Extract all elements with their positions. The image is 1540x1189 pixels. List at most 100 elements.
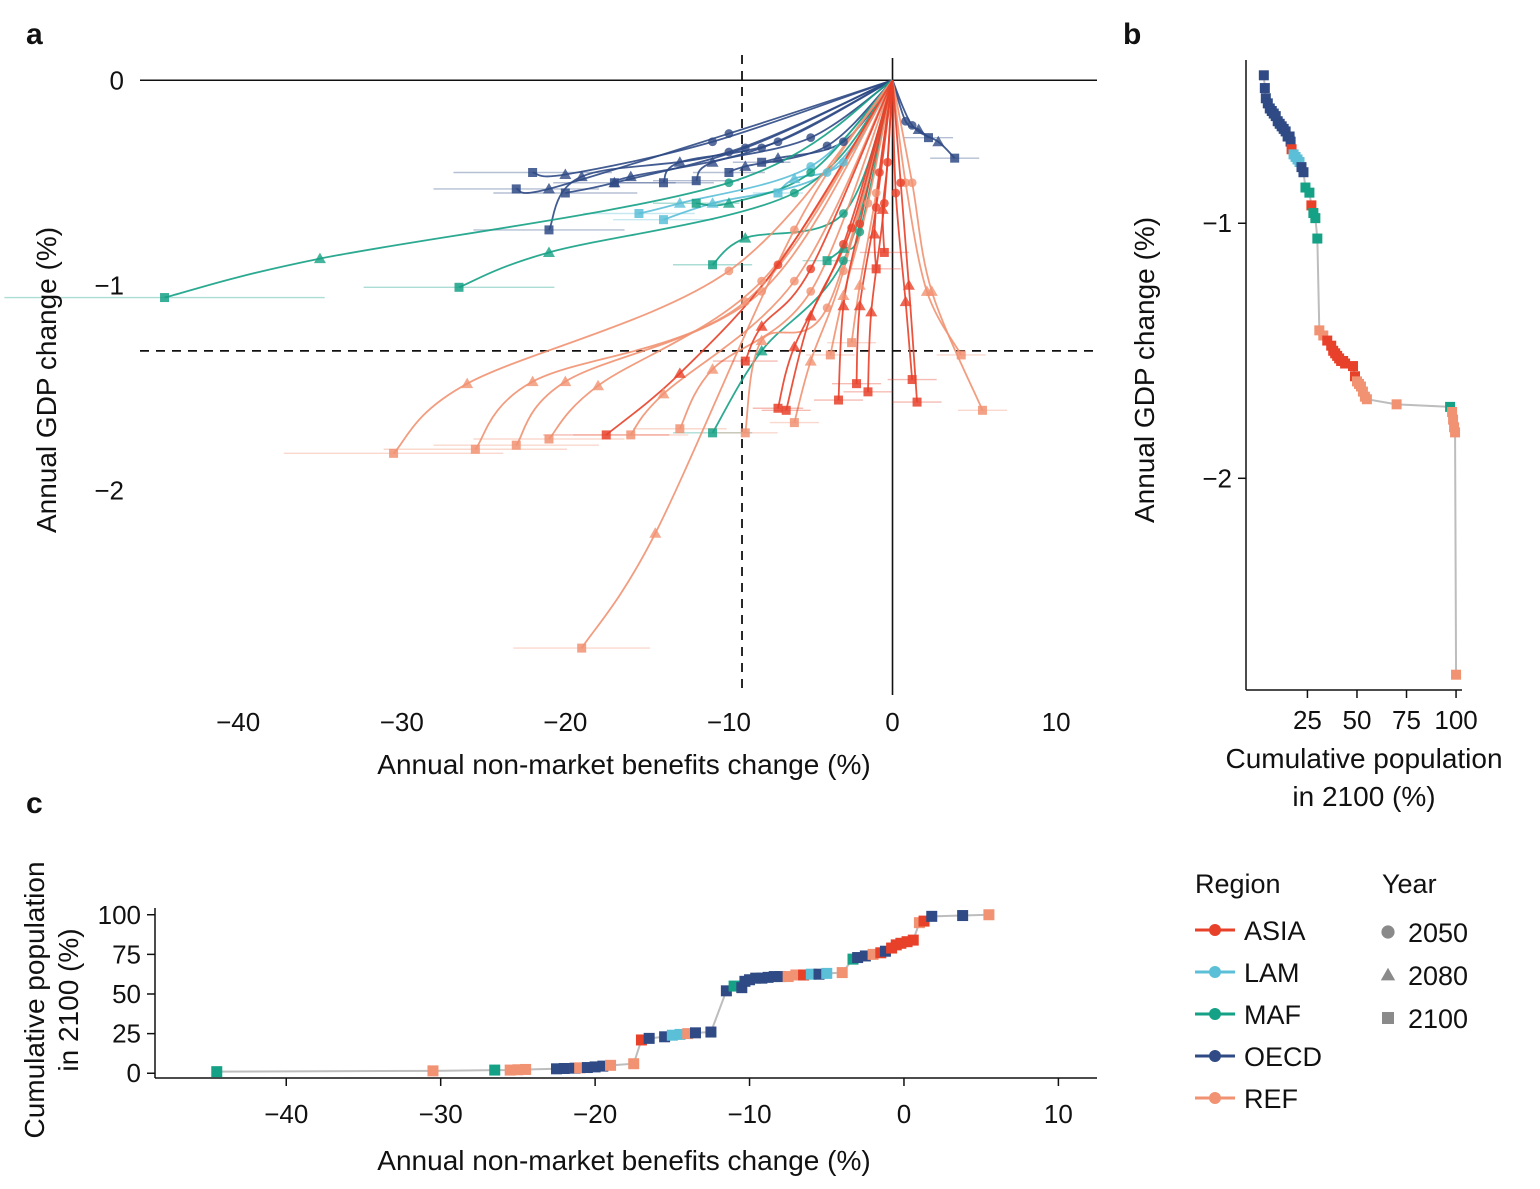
panel-a-marker-2100 [511, 184, 521, 194]
panel-c-marker-oecd [689, 1027, 701, 1039]
panel-a-x-tick-label: 10 [1042, 707, 1071, 737]
panel-a-marker-2050 [875, 168, 884, 177]
panel-a-marker-2100 [691, 198, 701, 208]
panel-c-marker-oecd [589, 1061, 601, 1073]
panel-a-marker-2050 [822, 141, 832, 151]
panel-c-marker-lam [821, 967, 833, 979]
panel-c-marker-maf [728, 980, 740, 992]
panel-a-marker-2080 [868, 228, 881, 239]
legend-year-entries: 2050 2080 2100 [1380, 918, 1468, 1034]
panel-c-y-tick-label: 50 [112, 979, 141, 1009]
panel-a-marker-2080 [542, 182, 555, 194]
panel-a-marker-2080 [804, 310, 817, 321]
panel-a-marker-2080 [461, 377, 474, 389]
panel-a-marker-2050 [839, 137, 848, 147]
panel-a-marker-2080 [722, 197, 735, 208]
panel-a-marker-2080 [920, 285, 933, 296]
panel-c-marker-asia [907, 934, 919, 946]
panel-a-marker-2050 [822, 168, 832, 177]
panel-a-marker-2080 [853, 299, 866, 311]
panel-b-marker-asia [1326, 340, 1337, 351]
panel-a-marker-2080 [876, 203, 889, 214]
panel-c-marker-ref [628, 1058, 640, 1070]
panel-a-marker-2100 [912, 397, 922, 407]
panel-c-x-tick-label: −40 [264, 1099, 308, 1129]
panel-a-marker-2050 [891, 188, 901, 198]
panel-a-marker-2100 [879, 247, 889, 257]
panel-c-marker-oecd [813, 968, 825, 980]
panel-a-marker-2050 [806, 168, 816, 177]
panel-c-marker-oecd [705, 1026, 717, 1038]
panel-a-marker-2050 [724, 147, 734, 157]
panel-c-marker-lam [674, 1028, 686, 1040]
panel-c-markers [211, 909, 995, 1078]
panel-a-trajectory-maf [458, 79, 894, 289]
panel-b-marker-ref [1318, 330, 1329, 341]
legend-year-2050-label: 2050 [1408, 918, 1468, 948]
panel-a-marker-2050 [773, 137, 783, 147]
panel-c-axes [147, 908, 1097, 1086]
legend-year-2080-label: 2080 [1408, 961, 1468, 991]
panel-a-marker-2080 [755, 334, 768, 346]
panel-a-marker-2050 [773, 260, 783, 270]
panel-c-marker-oecd [879, 945, 891, 957]
panel-a-marker-2080 [837, 299, 850, 311]
panel-a-marker-2080 [657, 387, 670, 399]
panel-a-marker-2080 [706, 156, 719, 167]
panel-a-y-tick-label: −1 [94, 270, 124, 300]
panel-a-marker-2100 [724, 168, 734, 177]
panel-a-marker-2080 [739, 160, 752, 171]
panel-c-marker-asia [901, 936, 913, 948]
panel-a-marker-2080 [649, 527, 662, 538]
panel-a-marker-2050 [839, 157, 848, 167]
panel-b-marker-asia [1306, 200, 1317, 211]
panel-a-marker-2080 [837, 289, 850, 300]
panel-b-marker-maf [1300, 182, 1311, 193]
panel-a-marker-2050 [708, 137, 717, 147]
panel-a-y-axis-title: Annual GDP change (%) [31, 227, 62, 533]
panel-b-marker-maf [1445, 401, 1456, 412]
panel-c-marker-oecd [762, 971, 774, 983]
panel-c-marker-ref [605, 1059, 617, 1071]
panel-c-y-axis-title: Cumulative population in 2100 (%) [19, 861, 84, 1138]
panel-a-trajectory-asia [744, 79, 894, 362]
panel-a-marker-2050 [907, 120, 917, 130]
legend-ref-label: REF [1244, 1084, 1298, 1114]
panel-b-marker-oecd [1270, 111, 1281, 122]
panel-a-marker-2100 [977, 405, 987, 415]
panel-a-marker-2100 [626, 430, 636, 440]
panel-a-marker-2100 [924, 133, 934, 143]
panel-a-marker-2050 [896, 178, 906, 188]
panel-a-marker-2050 [871, 188, 881, 198]
panel-c-marker-maf [211, 1066, 223, 1078]
legend: Region Year ASIA LAM MAF OECD REF 2050 2080 21… [1195, 869, 1468, 1114]
panel-a-markers [160, 116, 987, 653]
legend-year-2050-marker [1381, 925, 1395, 939]
panel-a-x-tick-label: −20 [543, 707, 587, 737]
panel-c-y-title-line2: in 2100 (%) [53, 928, 84, 1071]
panel-b-y-tick-label: −1 [1202, 208, 1232, 238]
panel-b-tick-labels: 25 50 75 100 −1 −2 [1202, 208, 1477, 735]
panel-a-marker-2100 [956, 350, 966, 360]
panel-c-marker-ref [983, 909, 995, 921]
panel-b-marker-oecd [1285, 136, 1296, 147]
panel-a-trajectory-ref [580, 79, 894, 649]
panel-c-marker-oecd [720, 985, 732, 997]
panel-a-trajectory-ref [515, 79, 894, 446]
panel-b-marker-asia [1286, 144, 1297, 155]
panel-c-marker-oecd [736, 982, 748, 994]
panel-a-marker-2100 [773, 188, 783, 198]
panel-b-x-tick-label: 25 [1293, 705, 1322, 735]
panel-a-marker-2050 [789, 225, 799, 235]
panel-b-marker-oecd [1280, 126, 1291, 137]
panel-a-marker-2050 [757, 287, 767, 296]
panel-a-marker-2100 [658, 178, 668, 188]
panel-c-y-title-line1: Cumulative population [19, 861, 50, 1138]
panel-c-marker-ref [782, 971, 794, 983]
panel-a-marker-2080 [772, 152, 784, 163]
panel-a-marker-2100 [470, 444, 480, 454]
panel-a-marker-2100 [740, 356, 750, 366]
panel-c-marker-maf [489, 1064, 501, 1076]
panel-a-marker-2080 [865, 305, 878, 317]
panel-a-marker-2080 [912, 123, 925, 134]
